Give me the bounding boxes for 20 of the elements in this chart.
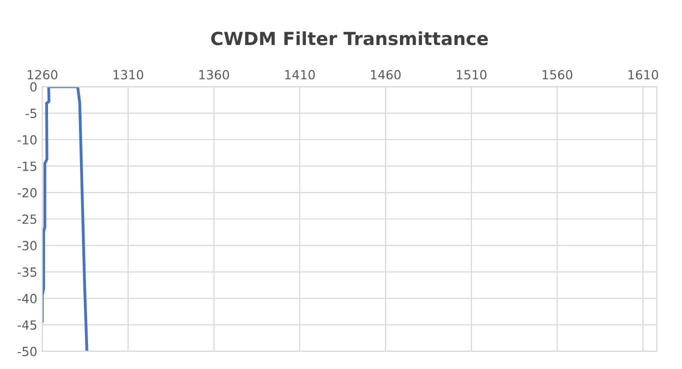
y-tick-label: -20 xyxy=(18,188,37,198)
x-tick-label: 1610 xyxy=(628,70,658,80)
y-tick-label: -30 xyxy=(18,240,37,250)
x-tick-label: 1310 xyxy=(114,70,144,80)
x-tick-label: 1260 xyxy=(28,70,58,80)
x-tick-label: 1460 xyxy=(371,70,401,80)
x-tick-label: 1560 xyxy=(542,70,572,80)
y-tick-label: -15 xyxy=(18,162,36,172)
y-tick-label: 0 xyxy=(30,82,37,92)
x-tick-label: 1510 xyxy=(456,70,486,80)
y-tick-label: -35 xyxy=(18,267,36,277)
x-tick-label: 1410 xyxy=(285,70,315,80)
y-tick-label: -50 xyxy=(18,346,37,356)
y-tick-label: -5 xyxy=(26,108,36,118)
y-tick-label: -25 xyxy=(18,214,36,224)
y-tick-label: -10 xyxy=(18,135,37,145)
y-tick-label: -40 xyxy=(18,294,37,304)
x-tick-label: 1360 xyxy=(199,70,229,80)
y-tick-label: -45 xyxy=(18,320,36,330)
chart-title: CWDM Filter Transmittance xyxy=(211,31,488,46)
